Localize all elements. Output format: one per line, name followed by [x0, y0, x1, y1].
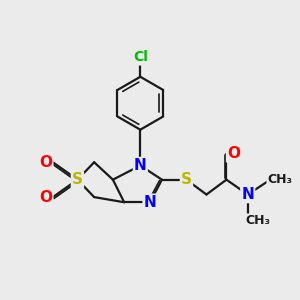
Text: S: S: [181, 172, 192, 187]
Text: O: O: [227, 146, 240, 161]
Text: N: N: [242, 187, 254, 202]
Text: N: N: [144, 195, 156, 210]
Text: O: O: [39, 155, 52, 170]
Text: CH₃: CH₃: [268, 172, 292, 185]
Text: O: O: [39, 190, 52, 205]
Text: Cl: Cl: [133, 50, 148, 64]
Text: S: S: [72, 172, 83, 187]
Text: N: N: [134, 158, 147, 173]
Text: CH₃: CH₃: [245, 214, 270, 227]
